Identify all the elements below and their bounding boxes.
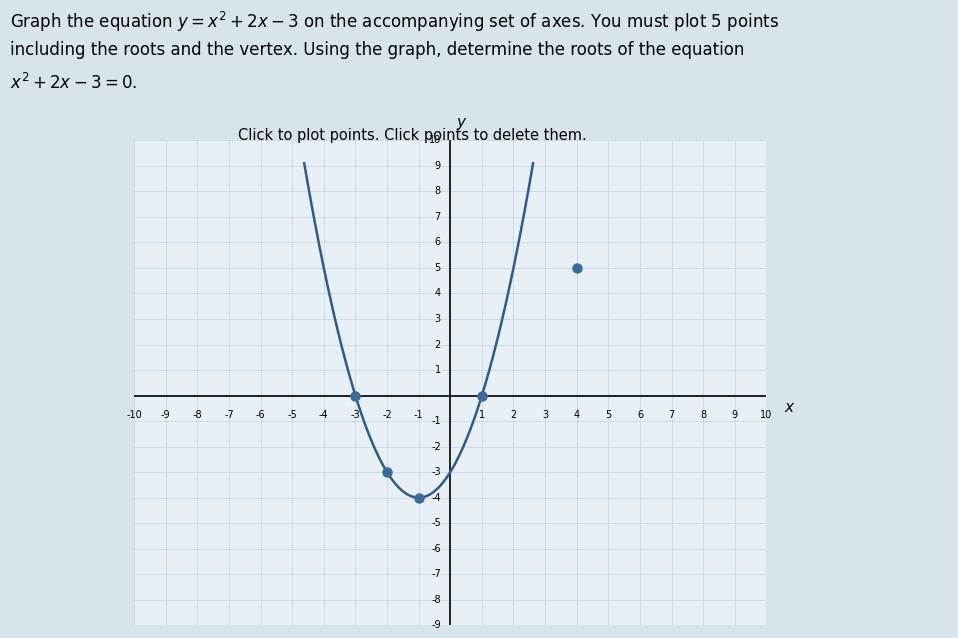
Text: Graph the equation $y = x^2 + 2x - 3$ on the accompanying set of axes. You must : Graph the equation $y = x^2 + 2x - 3$ on… xyxy=(10,10,779,34)
Text: -2: -2 xyxy=(382,410,392,420)
Text: -6: -6 xyxy=(256,410,265,420)
Text: $x^2 + 2x - 3 = 0$.: $x^2 + 2x - 3 = 0$. xyxy=(10,73,137,94)
Text: 8: 8 xyxy=(700,410,706,420)
Text: -4: -4 xyxy=(319,410,329,420)
Text: -4: -4 xyxy=(431,493,441,503)
Text: -6: -6 xyxy=(431,544,441,554)
Text: -3: -3 xyxy=(431,467,441,477)
Text: -10: -10 xyxy=(126,410,142,420)
Text: -9: -9 xyxy=(161,410,171,420)
Text: -7: -7 xyxy=(224,410,234,420)
Text: 7: 7 xyxy=(669,410,674,420)
Text: -8: -8 xyxy=(431,595,441,605)
Text: -5: -5 xyxy=(431,518,441,528)
Text: 1: 1 xyxy=(479,410,485,420)
Text: 6: 6 xyxy=(435,237,441,248)
Text: y: y xyxy=(457,115,466,130)
Text: 3: 3 xyxy=(435,314,441,324)
Text: 5: 5 xyxy=(435,263,441,273)
Text: 4: 4 xyxy=(574,410,580,420)
Text: 10: 10 xyxy=(761,410,772,420)
Text: -1: -1 xyxy=(414,410,423,420)
Text: 5: 5 xyxy=(605,410,611,420)
Text: 4: 4 xyxy=(435,288,441,299)
Text: 9: 9 xyxy=(435,161,441,171)
Text: -8: -8 xyxy=(193,410,202,420)
Text: -2: -2 xyxy=(431,441,441,452)
Text: -5: -5 xyxy=(287,410,297,420)
Text: Click to plot points. Click points to delete them.: Click to plot points. Click points to de… xyxy=(238,128,586,143)
Text: -9: -9 xyxy=(431,620,441,630)
Text: 2: 2 xyxy=(435,339,441,350)
Text: 6: 6 xyxy=(637,410,643,420)
Text: 2: 2 xyxy=(511,410,516,420)
Text: including the roots and the vertex. Using the graph, determine the roots of the : including the roots and the vertex. Usin… xyxy=(10,41,744,59)
Text: x: x xyxy=(784,399,793,415)
Text: 3: 3 xyxy=(542,410,548,420)
Text: 7: 7 xyxy=(435,212,441,222)
Text: -7: -7 xyxy=(431,569,441,579)
Text: 10: 10 xyxy=(428,135,441,145)
Text: -1: -1 xyxy=(431,416,441,426)
Text: 1: 1 xyxy=(435,365,441,375)
Text: 9: 9 xyxy=(732,410,738,420)
Text: 8: 8 xyxy=(435,186,441,197)
Text: -3: -3 xyxy=(351,410,360,420)
